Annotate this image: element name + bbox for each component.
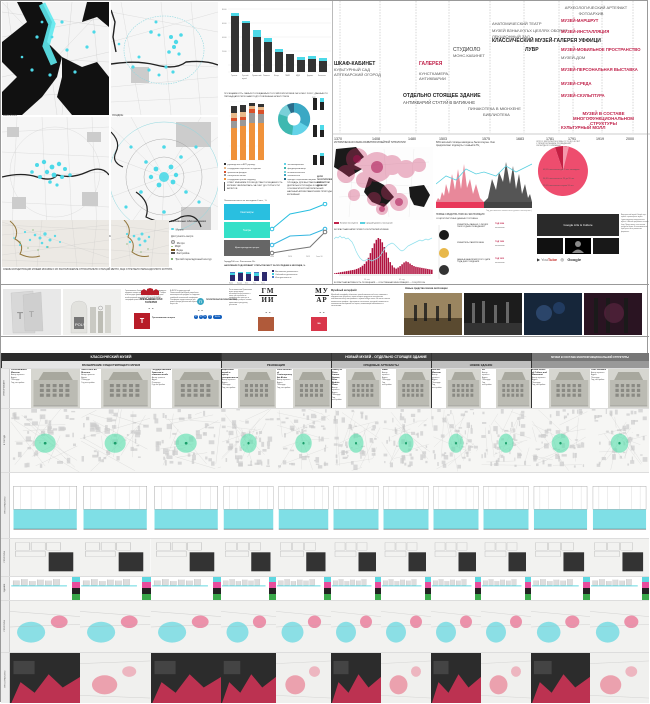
svg-text:1683: 1683 [516, 137, 524, 141]
svg-text:ГМИИ: ГМИИ [285, 75, 290, 77]
svg-text:МДФ: МДФ [296, 74, 301, 77]
svg-text:T: T [17, 311, 23, 322]
svg-text:1919: 1919 [596, 137, 604, 141]
svg-text:2006: 2006 [270, 256, 274, 258]
svg-text:16 лет: 16 лет [364, 279, 370, 281]
svg-text:Русский: Русский [242, 74, 248, 77]
svg-text:T: T [29, 310, 34, 319]
svg-text:2015: 2015 [306, 256, 310, 258]
svg-text:Год достижения наивысшего уров: Год достижения наивысшего уровня посещен… [486, 210, 532, 212]
svg-text:2012: 2012 [312, 97, 316, 99]
svg-text:Пушкинский: Пушкинский [252, 74, 262, 77]
svg-text:2000: 2000 [222, 51, 227, 53]
svg-text:POLY: POLY [75, 322, 86, 327]
svg-text:Космонав.: Космонав. [318, 75, 327, 77]
svg-text:61 год: 61 год [399, 279, 406, 281]
svg-text:музей: музей [242, 77, 247, 80]
svg-text:Дарвин.: Дарвин. [307, 75, 314, 77]
svg-text:Третьяк.: Третьяк. [231, 75, 238, 77]
svg-text:1пол.16: 1пол.16 [316, 256, 322, 258]
svg-text:4000: 4000 [222, 37, 227, 39]
svg-text:1480: 1480 [408, 137, 416, 141]
svg-text:8000: 8000 [222, 9, 227, 11]
svg-text:2014: 2014 [288, 256, 292, 258]
svg-text:Истор.: Истор. [274, 75, 280, 77]
svg-text:Политех.: Политех. [263, 75, 271, 77]
svg-text:2000: 2000 [626, 137, 634, 141]
svg-text:6000: 6000 [222, 23, 227, 25]
